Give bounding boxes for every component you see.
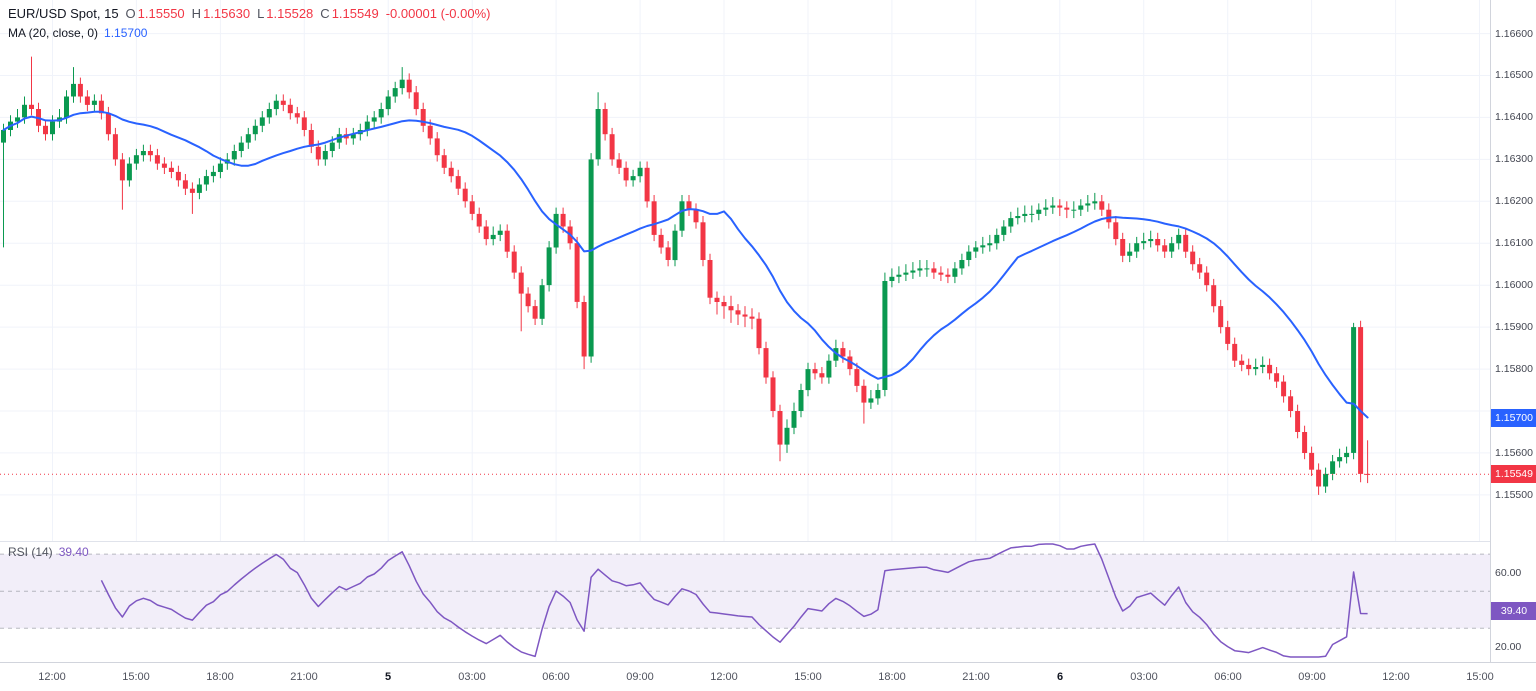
- time-label: 12:00: [1382, 671, 1410, 683]
- price-tick-label: 1.16300: [1495, 153, 1533, 165]
- time-label: 21:00: [962, 671, 990, 683]
- ohlc-close-label: C: [320, 6, 330, 21]
- time-label: 15:00: [122, 671, 150, 683]
- rsi-tick-label: 60.00: [1495, 567, 1522, 579]
- time-label: 03:00: [1130, 671, 1158, 683]
- time-label: 18:00: [878, 671, 906, 683]
- price-axis[interactable]: 1.15700 1.15549 39.40 1.16600 1.16500 1.16…: [1490, 0, 1536, 662]
- ma-label[interactable]: MA (20, close, 0): [8, 26, 99, 40]
- ma-price-badge: 1.15700: [1491, 409, 1536, 427]
- price-tick-label: 1.15800: [1495, 363, 1533, 375]
- time-label-day: 5: [384, 671, 392, 683]
- ohlc-open-value: 1.15550: [137, 6, 185, 21]
- time-label: 18:00: [206, 671, 234, 683]
- price-tick-label: 1.15500: [1495, 489, 1533, 501]
- rsi-pane[interactable]: [0, 543, 1490, 658]
- price-tick-label: 1.16400: [1495, 111, 1533, 123]
- time-label: 03:00: [458, 671, 486, 683]
- price-tick-label: 1.16500: [1495, 69, 1533, 81]
- ohlc-close-value: 1.15549: [331, 6, 379, 21]
- time-label: 12:00: [710, 671, 738, 683]
- time-label-day: 6: [1056, 671, 1064, 683]
- price-tick-label: 1.15600: [1495, 447, 1533, 459]
- time-label: 12:00: [38, 671, 66, 683]
- symbol-row: EUR/USD Spot, 15 O 1.15550 H 1.15630 L 1.15528…: [8, 5, 490, 23]
- time-axis[interactable]: 12:00 15:00 18:00 21:00 5 03:00 06:00 09:00 12:0…: [0, 662, 1536, 691]
- price-tick-label: 1.15900: [1495, 321, 1533, 333]
- pane-separator[interactable]: [0, 541, 1536, 542]
- main-price-pane[interactable]: [0, 0, 1490, 541]
- ma-value: 1.15700: [104, 26, 148, 40]
- time-label: 09:00: [1298, 671, 1326, 683]
- price-tick-label: 1.16000: [1495, 279, 1533, 291]
- time-label: 21:00: [290, 671, 318, 683]
- time-label: 15:00: [794, 671, 822, 683]
- rsi-tick-label: 20.00: [1495, 641, 1522, 653]
- price-tick-label: 1.16100: [1495, 237, 1533, 249]
- time-label: 09:00: [626, 671, 654, 683]
- rsi-value-badge: 39.40: [1491, 602, 1536, 620]
- rsi-label[interactable]: RSI (14): [8, 545, 53, 559]
- time-label: 15:00: [1466, 671, 1494, 683]
- chart-legend: EUR/USD Spot, 15 O 1.15550 H 1.15630 L 1.15528…: [8, 5, 490, 42]
- ohlc-low-label: L: [257, 6, 265, 21]
- price-tick-label: 1.16200: [1495, 195, 1533, 207]
- rsi-indicator-row[interactable]: RSI (14) 39.40: [8, 545, 89, 559]
- ohlc-high-label: H: [191, 6, 202, 21]
- ohlc-high-value: 1.15630: [203, 6, 251, 21]
- ohlc-low-value: 1.15528: [266, 6, 314, 21]
- symbol-title[interactable]: EUR/USD Spot, 15: [8, 6, 119, 21]
- price-tick-label: 1.16600: [1495, 28, 1533, 40]
- time-label: 06:00: [542, 671, 570, 683]
- rsi-value: 39.40: [58, 545, 89, 559]
- price-change: -0.00001 (-0.00%): [385, 6, 491, 21]
- last-price-badge: 1.15549: [1491, 465, 1536, 483]
- ohlc-open-label: O: [125, 6, 136, 21]
- time-label: 06:00: [1214, 671, 1242, 683]
- ma-indicator-row[interactable]: MA (20, close, 0) 1.15700: [8, 24, 490, 42]
